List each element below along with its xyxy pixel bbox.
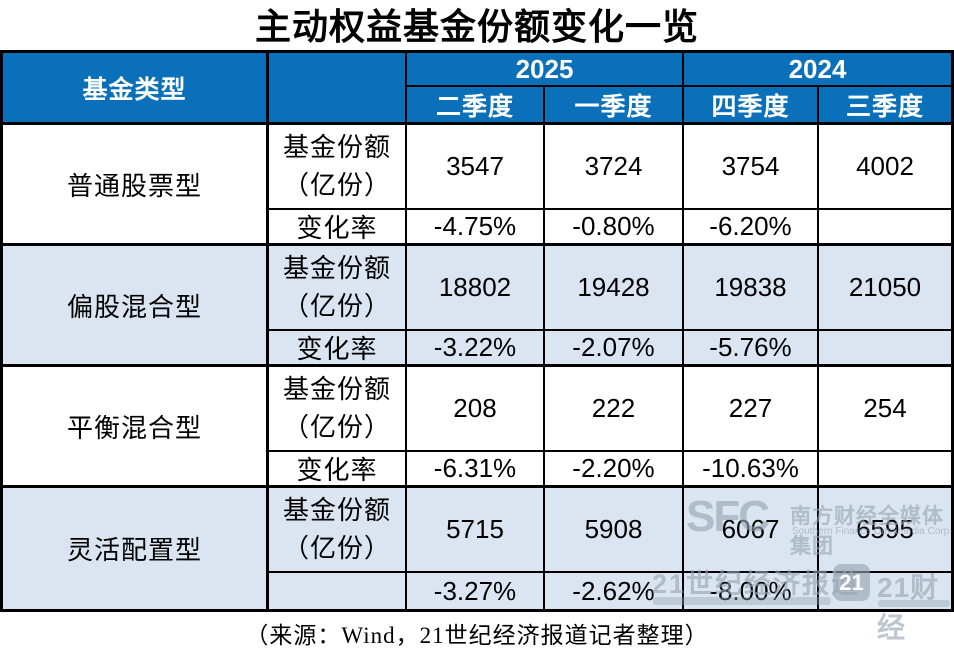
change-value: -0.80%	[545, 210, 684, 246]
year-header-2024: 2024	[684, 53, 951, 87]
change-value: -8.00%	[684, 573, 819, 609]
share-label-cell: 基金份额 （亿份）	[269, 246, 407, 331]
col-header-blank	[269, 53, 407, 125]
change-value: -3.22%	[407, 331, 545, 367]
fund-type-cell: 灵活配置型	[3, 488, 269, 609]
change-value: -3.27%	[407, 573, 545, 609]
change-value: -2.62%	[545, 573, 684, 609]
source-note: （来源：Wind，21世纪经济报道记者整理）	[245, 623, 709, 648]
share-label-cell: 基金份额 （亿份）	[269, 125, 407, 210]
share-label: 基金份额 （亿份）	[282, 253, 391, 321]
share-label: 基金份额 （亿份）	[282, 132, 391, 200]
share-value: 19838	[684, 246, 819, 331]
share-value: 3724	[545, 125, 684, 210]
quarter-header-q1: 一季度	[545, 87, 684, 125]
quarter-header-q4: 四季度	[684, 87, 819, 125]
year-header-2025: 2025	[407, 53, 684, 87]
change-value	[819, 210, 951, 246]
share-value: 6595	[819, 488, 951, 573]
change-value: -2.07%	[545, 331, 684, 367]
fund-type-cell: 偏股混合型	[3, 246, 269, 367]
share-value: 5908	[545, 488, 684, 573]
share-value: 222	[545, 367, 684, 452]
fund-type-cell: 普通股票型	[3, 125, 269, 246]
change-value: -10.63%	[684, 452, 819, 488]
share-value: 208	[407, 367, 545, 452]
share-value: 6067	[684, 488, 819, 573]
fund-type-cell: 平衡混合型	[3, 367, 269, 488]
share-value: 5715	[407, 488, 545, 573]
change-label-cell: 变化率	[269, 452, 407, 488]
share-value: 227	[684, 367, 819, 452]
change-label-cell	[269, 573, 407, 609]
share-label: 基金份额 （亿份）	[282, 374, 391, 442]
change-value: -5.76%	[684, 331, 819, 367]
change-value: -4.75%	[407, 210, 545, 246]
share-value: 18802	[407, 246, 545, 331]
share-label-cell: 基金份额 （亿份）	[269, 367, 407, 452]
change-value: -6.31%	[407, 452, 545, 488]
change-value	[819, 331, 951, 367]
change-value: -6.20%	[684, 210, 819, 246]
share-value: 19428	[545, 246, 684, 331]
col-header-fund-type: 基金类型	[3, 53, 269, 125]
page-title: 主动权益基金份额变化一览	[254, 7, 699, 47]
share-value: 21050	[819, 246, 951, 331]
quarter-header-q3: 三季度	[819, 87, 951, 125]
change-label-cell: 变化率	[269, 210, 407, 246]
quarter-header-q2: 二季度	[407, 87, 545, 125]
change-value: -2.20%	[545, 452, 684, 488]
share-value: 3754	[684, 125, 819, 210]
share-label-cell: 基金份额 （亿份）	[269, 488, 407, 573]
share-value: 254	[819, 367, 951, 452]
fund-share-table: 基金类型 2025 2024 二季度 一季度 四季度 三季度 普通股票型 基金份…	[0, 50, 954, 612]
change-label-cell: 变化率	[269, 331, 407, 367]
share-label: 基金份额 （亿份）	[282, 495, 391, 563]
change-value	[819, 573, 951, 609]
share-value: 4002	[819, 125, 951, 210]
share-value: 3547	[407, 125, 545, 210]
change-value	[819, 452, 951, 488]
